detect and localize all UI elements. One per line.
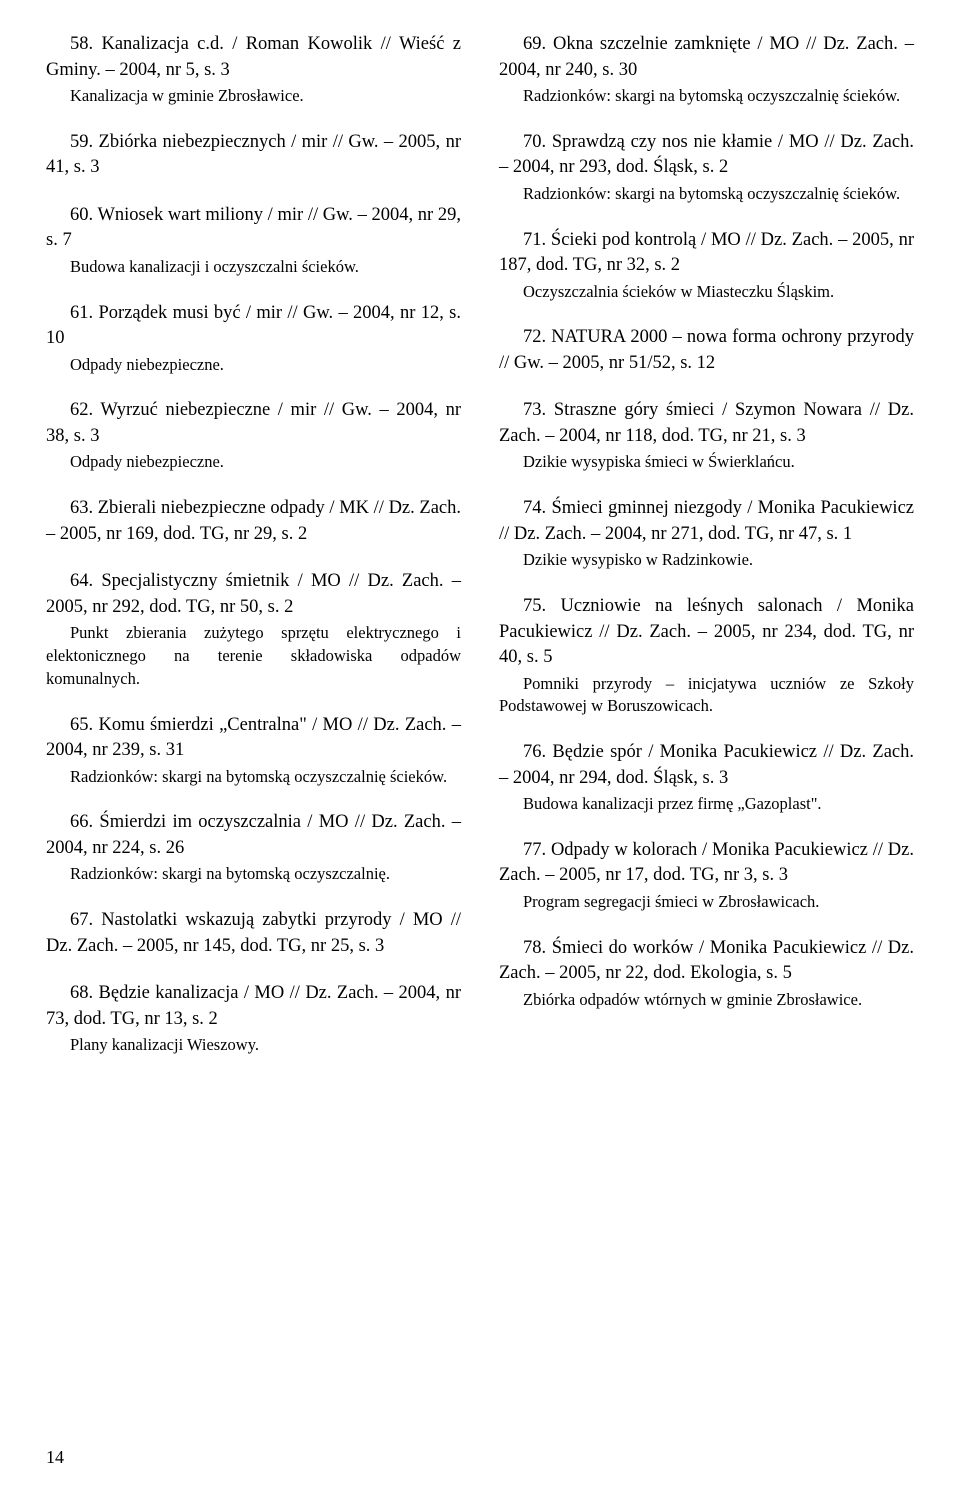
entry-68: 68. Będzie kanalizacja / MO // Dz. Zach.… bbox=[46, 981, 461, 1057]
entry-note: Plany kanalizacji Wieszowy. bbox=[46, 1034, 461, 1057]
entry-note: Dzikie wysypisko w Radzinkowie. bbox=[499, 549, 914, 572]
entry-67: 67. Nastolatki wskazują zabytki przyrody… bbox=[46, 908, 461, 959]
entry-note: Budowa kanalizacji i oczyszczalni ściekó… bbox=[46, 256, 461, 279]
entry-note: Dzikie wysypiska śmieci w Świerklańcu. bbox=[499, 451, 914, 474]
entry-65: 65. Komu śmierdzi „Centralna" / MO // Dz… bbox=[46, 713, 461, 789]
entry-title: 69. Okna szczelnie zamknięte / MO // Dz.… bbox=[499, 32, 914, 83]
entry-61: 61. Porządek musi być / mir // Gw. – 200… bbox=[46, 301, 461, 377]
entry-title: 61. Porządek musi być / mir // Gw. – 200… bbox=[46, 301, 461, 352]
entry-title: 70. Sprawdzą czy nos nie kłamie / MO // … bbox=[499, 130, 914, 181]
entry-note: Kanalizacja w gminie Zbrosławice. bbox=[46, 85, 461, 108]
entry-note: Odpady niebezpieczne. bbox=[46, 354, 461, 377]
entry-note: Budowa kanalizacji przez firmę „Gazoplas… bbox=[499, 793, 914, 816]
entry-title: 73. Straszne góry śmieci / Szymon Nowara… bbox=[499, 398, 914, 449]
entry-note: Odpady niebezpieczne. bbox=[46, 451, 461, 474]
entry-note: Radzionków: skargi na bytomską oczyszcza… bbox=[499, 85, 914, 108]
entry-title: 60. Wniosek wart miliony / mir // Gw. – … bbox=[46, 203, 461, 254]
entry-74: 74. Śmieci gminnej niezgody / Monika Pac… bbox=[499, 496, 914, 572]
entry-title: 63. Zbierali niebezpieczne odpady / MK /… bbox=[46, 496, 461, 547]
entry-note: Pomniki przyrody – inicjatywa uczniów ze… bbox=[499, 673, 914, 719]
entry-note: Oczyszczalnia ścieków w Miasteczku Śląsk… bbox=[499, 281, 914, 304]
page-number: 14 bbox=[46, 1447, 64, 1468]
entry-title: 65. Komu śmierdzi „Centralna" / MO // Dz… bbox=[46, 713, 461, 764]
right-column: 69. Okna szczelnie zamknięte / MO // Dz.… bbox=[499, 32, 914, 1079]
entry-66: 66. Śmierdzi im oczyszczalnia / MO // Dz… bbox=[46, 810, 461, 886]
entry-title: 66. Śmierdzi im oczyszczalnia / MO // Dz… bbox=[46, 810, 461, 861]
entry-59: 59. Zbiórka niebezpiecznych / mir // Gw.… bbox=[46, 130, 461, 181]
entry-title: 59. Zbiórka niebezpiecznych / mir // Gw.… bbox=[46, 130, 461, 181]
entry-60: 60. Wniosek wart miliony / mir // Gw. – … bbox=[46, 203, 461, 279]
entry-note: Punkt zbierania zużytego sprzętu elektry… bbox=[46, 622, 461, 690]
entry-title: 72. NATURA 2000 – nowa forma ochrony prz… bbox=[499, 325, 914, 376]
entry-70: 70. Sprawdzą czy nos nie kłamie / MO // … bbox=[499, 130, 914, 206]
entry-title: 58. Kanalizacja c.d. / Roman Kowolik // … bbox=[46, 32, 461, 83]
entry-note: Radzionków: skargi na bytomską oczyszcza… bbox=[46, 863, 461, 886]
entry-62: 62. Wyrzuć niebezpieczne / mir // Gw. – … bbox=[46, 398, 461, 474]
entry-69: 69. Okna szczelnie zamknięte / MO // Dz.… bbox=[499, 32, 914, 108]
entry-title: 77. Odpady w kolorach / Monika Pacukiewi… bbox=[499, 838, 914, 889]
entry-title: 75. Uczniowie na leśnych salonach / Moni… bbox=[499, 594, 914, 671]
entry-58: 58. Kanalizacja c.d. / Roman Kowolik // … bbox=[46, 32, 461, 108]
entry-note: Radzionków: skargi na bytomską oczyszcza… bbox=[46, 766, 461, 789]
entry-75: 75. Uczniowie na leśnych salonach / Moni… bbox=[499, 594, 914, 718]
entry-77: 77. Odpady w kolorach / Monika Pacukiewi… bbox=[499, 838, 914, 914]
entry-76: 76. Będzie spór / Monika Pacukiewicz // … bbox=[499, 740, 914, 816]
entry-73: 73. Straszne góry śmieci / Szymon Nowara… bbox=[499, 398, 914, 474]
entry-note: Radzionków: skargi na bytomską oczyszcza… bbox=[499, 183, 914, 206]
entry-64: 64. Specjalistyczny śmietnik / MO // Dz.… bbox=[46, 569, 461, 690]
entry-title: 67. Nastolatki wskazują zabytki przyrody… bbox=[46, 908, 461, 959]
entry-title: 68. Będzie kanalizacja / MO // Dz. Zach.… bbox=[46, 981, 461, 1032]
entry-note: Zbiórka odpadów wtórnych w gminie Zbrosł… bbox=[499, 989, 914, 1012]
entry-78: 78. Śmieci do worków / Monika Pacukiewic… bbox=[499, 936, 914, 1012]
entry-71: 71. Ścieki pod kontrolą / MO // Dz. Zach… bbox=[499, 228, 914, 304]
entry-63: 63. Zbierali niebezpieczne odpady / MK /… bbox=[46, 496, 461, 547]
entry-title: 71. Ścieki pod kontrolą / MO // Dz. Zach… bbox=[499, 228, 914, 279]
bibliography-columns: 58. Kanalizacja c.d. / Roman Kowolik // … bbox=[46, 32, 914, 1079]
entry-title: 78. Śmieci do worków / Monika Pacukiewic… bbox=[499, 936, 914, 987]
entry-72: 72. NATURA 2000 – nowa forma ochrony prz… bbox=[499, 325, 914, 376]
entry-title: 76. Będzie spór / Monika Pacukiewicz // … bbox=[499, 740, 914, 791]
left-column: 58. Kanalizacja c.d. / Roman Kowolik // … bbox=[46, 32, 461, 1079]
entry-note: Program segregacji śmieci w Zbrosławicac… bbox=[499, 891, 914, 914]
entry-title: 62. Wyrzuć niebezpieczne / mir // Gw. – … bbox=[46, 398, 461, 449]
entry-title: 64. Specjalistyczny śmietnik / MO // Dz.… bbox=[46, 569, 461, 620]
entry-title: 74. Śmieci gminnej niezgody / Monika Pac… bbox=[499, 496, 914, 547]
